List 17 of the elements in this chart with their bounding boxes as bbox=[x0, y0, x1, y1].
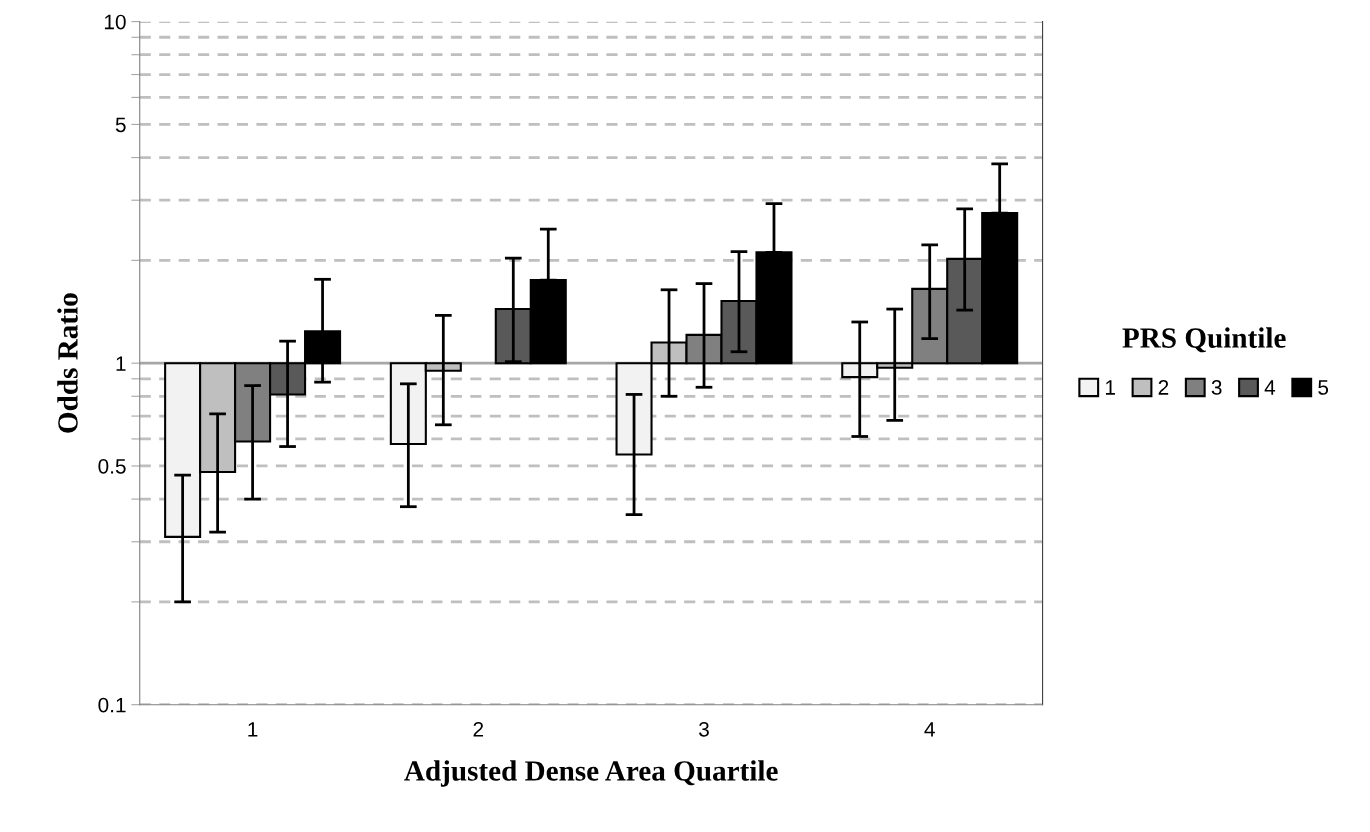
x-tick-label: 2 bbox=[473, 721, 484, 737]
x-axis-title: Adjusted Dense Area Quartile bbox=[404, 760, 778, 787]
y-tick-label: 0.5 bbox=[98, 458, 126, 474]
y-tick-label: 0.1 bbox=[98, 697, 126, 713]
x-tick-label: 4 bbox=[924, 722, 935, 737]
legend-title: PRS Quintile bbox=[1122, 327, 1286, 353]
legend-label: 2 bbox=[1158, 380, 1169, 395]
y-tick-label: 10 bbox=[104, 14, 126, 30]
y-axis-title: Odds Ratio bbox=[57, 293, 78, 433]
x-tick-label: 3 bbox=[699, 721, 709, 737]
legend-label: 5 bbox=[1318, 380, 1329, 395]
legend-label: 1 bbox=[1105, 380, 1115, 395]
y-tick-label: 1 bbox=[116, 356, 126, 371]
legend-label: 4 bbox=[1264, 380, 1276, 395]
legend-label: 3 bbox=[1211, 380, 1222, 395]
y-tick-label: 5 bbox=[115, 117, 126, 133]
x-tick-label: 1 bbox=[248, 722, 258, 737]
